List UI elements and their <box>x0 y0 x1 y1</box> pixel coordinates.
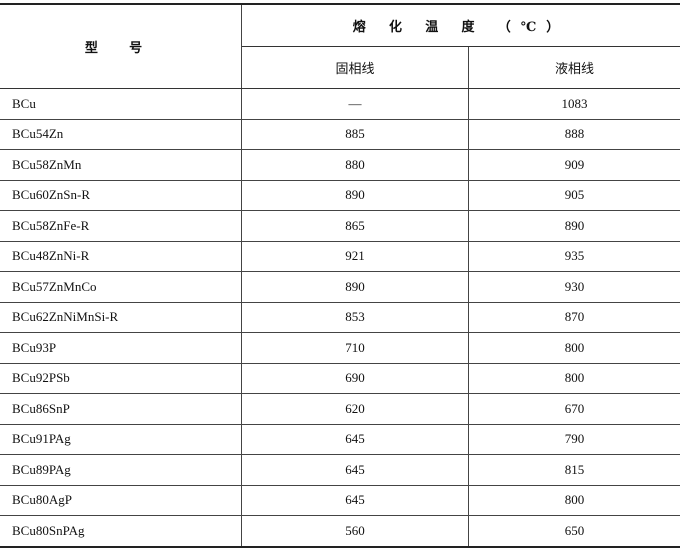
cell-liquidus: 909 <box>469 150 680 181</box>
header-melting-temperature: 熔 化 温 度 （℃） <box>242 4 680 47</box>
header-solidus: 固相线 <box>242 47 469 89</box>
cell-model: BCu58ZnFe-R <box>0 211 242 242</box>
cell-solidus: 880 <box>242 150 469 181</box>
cell-solidus: 560 <box>242 516 469 547</box>
cell-model: BCu <box>0 89 242 120</box>
cell-model: BCu93P <box>0 333 242 364</box>
cell-liquidus: 800 <box>469 363 680 394</box>
cell-liquidus: 930 <box>469 272 680 303</box>
cell-solidus: 865 <box>242 211 469 242</box>
cell-solidus: 921 <box>242 241 469 272</box>
cell-model: BCu54Zn <box>0 119 242 150</box>
cell-model: BCu62ZnNiMnSi-R <box>0 302 242 333</box>
header-model: 型 号 <box>0 4 242 89</box>
cell-liquidus: 800 <box>469 333 680 364</box>
cell-solidus: 853 <box>242 302 469 333</box>
cell-solidus: 885 <box>242 119 469 150</box>
cell-solidus: 690 <box>242 363 469 394</box>
cell-solidus: 645 <box>242 455 469 486</box>
cell-liquidus: 870 <box>469 302 680 333</box>
cell-liquidus: 815 <box>469 455 680 486</box>
cell-liquidus: 935 <box>469 241 680 272</box>
cell-solidus: 890 <box>242 180 469 211</box>
cell-solidus: 620 <box>242 394 469 425</box>
cell-model: BCu80AgP <box>0 485 242 516</box>
cell-liquidus: 650 <box>469 516 680 547</box>
cell-liquidus: 790 <box>469 424 680 455</box>
cell-model: BCu91PAg <box>0 424 242 455</box>
cell-model: BCu58ZnMn <box>0 150 242 181</box>
cell-solidus: — <box>242 89 469 120</box>
cell-solidus: 710 <box>242 333 469 364</box>
table-row: BCu—1083 <box>0 89 680 120</box>
header-liquidus: 液相线 <box>469 47 680 89</box>
cell-liquidus: 890 <box>469 211 680 242</box>
cell-model: BCu57ZnMnCo <box>0 272 242 303</box>
cell-solidus: 890 <box>242 272 469 303</box>
cell-model: BCu60ZnSn-R <box>0 180 242 211</box>
cell-solidus: 645 <box>242 424 469 455</box>
cell-model: BCu80SnPAg <box>0 516 242 547</box>
cell-solidus: 645 <box>242 485 469 516</box>
cell-liquidus: 888 <box>469 119 680 150</box>
cell-liquidus: 1083 <box>469 89 680 120</box>
cell-model: BCu48ZnNi-R <box>0 241 242 272</box>
cell-liquidus: 670 <box>469 394 680 425</box>
cell-model: BCu89PAg <box>0 455 242 486</box>
cell-model: BCu92PSb <box>0 363 242 394</box>
cell-liquidus: 905 <box>469 180 680 211</box>
cell-model: BCu86SnP <box>0 394 242 425</box>
cell-liquidus: 800 <box>469 485 680 516</box>
